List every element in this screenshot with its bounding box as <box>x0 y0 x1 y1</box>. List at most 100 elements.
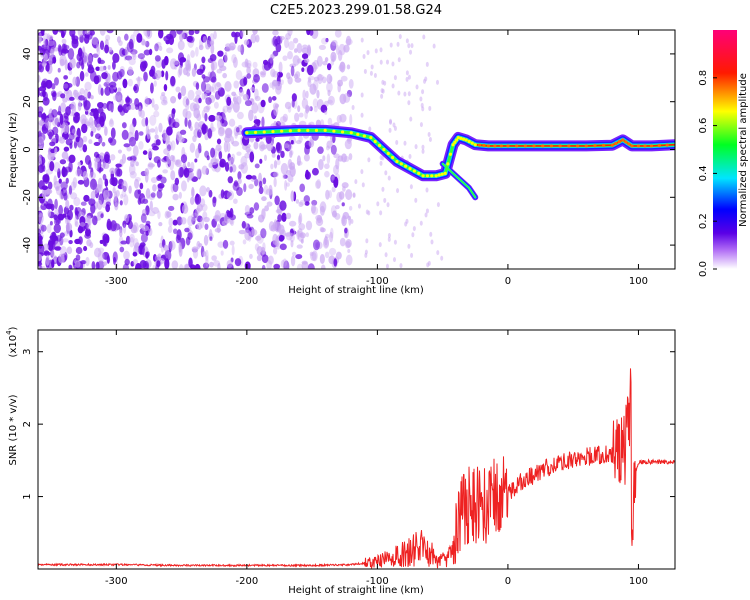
noise-blob <box>219 65 227 72</box>
noise-blob <box>176 30 183 35</box>
noise-blob <box>150 192 156 198</box>
noise-blob <box>64 59 68 71</box>
noise-blob <box>298 223 306 231</box>
noise-blob <box>273 263 281 269</box>
noise-blob <box>185 98 190 106</box>
noise-blob <box>59 113 64 125</box>
noise-blob <box>436 250 440 256</box>
noise-blob <box>172 193 179 201</box>
noise-blob <box>42 165 46 172</box>
noise-blob <box>53 162 61 173</box>
noise-blob <box>172 219 178 226</box>
signal-dot <box>440 172 444 176</box>
noise-blob <box>229 240 235 246</box>
noise-blob <box>180 154 188 164</box>
noise-blob <box>59 159 67 165</box>
noise-blob <box>60 93 66 99</box>
noise-blob <box>360 92 364 98</box>
noise-blob <box>330 41 337 51</box>
noise-blob <box>196 168 201 179</box>
noise-blob <box>388 127 392 133</box>
noise-blob <box>184 227 190 233</box>
noise-blob <box>327 89 331 97</box>
noise-blob <box>179 129 187 135</box>
noise-blob <box>384 252 388 258</box>
noise-blob <box>362 53 366 59</box>
noise-blob <box>73 89 77 95</box>
noise-blob <box>90 130 94 137</box>
noise-blob <box>240 30 245 38</box>
noise-blob <box>176 216 183 226</box>
noise-blob <box>280 150 285 159</box>
noise-blob <box>112 60 116 70</box>
noise-blob <box>189 125 193 132</box>
noise-blob <box>119 229 123 238</box>
noise-blob <box>97 184 103 193</box>
noise-blob <box>90 95 94 100</box>
noise-blob <box>354 179 358 185</box>
noise-blob <box>157 30 164 39</box>
noise-blob <box>274 195 280 206</box>
noise-blob <box>141 225 150 232</box>
noise-blob <box>38 164 45 173</box>
noise-blob <box>253 202 260 211</box>
spectrogram-y-tick-label: -40 <box>22 237 33 253</box>
noise-blob <box>407 243 411 249</box>
noise-blob <box>153 80 157 87</box>
noise-blob <box>229 219 234 225</box>
noise-blob <box>324 170 330 178</box>
noise-blob <box>291 93 297 102</box>
noise-blob <box>344 227 348 234</box>
signal-dot <box>499 144 503 148</box>
noise-blob <box>243 76 248 86</box>
signal-dot <box>470 141 474 145</box>
noise-blob <box>132 53 137 61</box>
noise-blob <box>287 106 292 113</box>
noise-blob <box>191 212 199 222</box>
noise-blob <box>184 117 188 128</box>
noise-blob <box>405 38 409 44</box>
noise-blob <box>381 79 385 85</box>
noise-blob <box>279 116 288 123</box>
noise-blob <box>236 111 244 120</box>
signal-dot <box>340 130 345 134</box>
noise-blob <box>179 166 185 178</box>
noise-blob <box>194 121 199 131</box>
snr-x-ticks: -300 -200 -100 0 100 <box>105 330 648 587</box>
noise-blob <box>251 102 259 114</box>
signal-dot <box>446 162 450 166</box>
noise-blob <box>333 164 340 175</box>
signal-dot <box>454 138 459 142</box>
noise-blob <box>229 166 233 173</box>
noise-blob <box>236 151 242 156</box>
noise-blob <box>335 205 340 210</box>
noise-blob <box>147 148 153 159</box>
noise-blob <box>78 95 86 101</box>
noise-blob <box>266 260 272 269</box>
noise-blob <box>78 56 84 66</box>
noise-blob <box>130 159 135 168</box>
noise-blob <box>137 53 146 60</box>
signal-dot <box>630 144 634 148</box>
noise-blob <box>421 106 425 112</box>
noise-blob <box>132 117 137 128</box>
noise-blob <box>166 211 172 218</box>
noise-blob <box>208 162 213 168</box>
noise-blob <box>176 229 182 241</box>
noise-blob <box>191 67 197 77</box>
noise-blob <box>49 141 56 147</box>
noise-blob <box>57 111 62 116</box>
noise-blob <box>407 74 411 80</box>
noise-blob <box>38 32 42 44</box>
noise-blob <box>173 159 179 166</box>
noise-blob <box>373 73 377 79</box>
signal-dot <box>482 143 486 148</box>
colorbar-ticks: 0.0 0.2 0.4 0.6 0.8 <box>698 70 717 277</box>
noise-blob <box>38 243 45 255</box>
noise-blob <box>117 87 122 92</box>
noise-blob <box>283 174 288 179</box>
noise-blob <box>408 153 412 159</box>
noise-blob <box>185 110 192 119</box>
noise-blob <box>306 64 314 76</box>
noise-blob <box>271 81 276 90</box>
